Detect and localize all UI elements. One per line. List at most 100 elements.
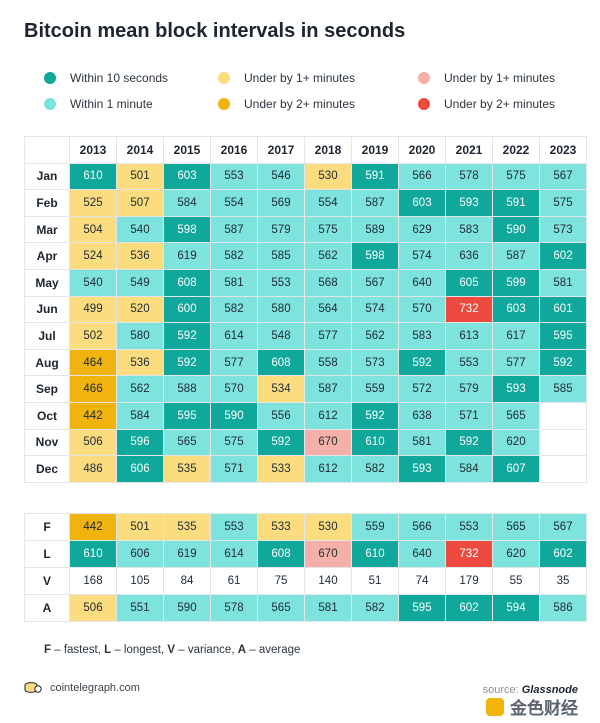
value-cell: 582 [210, 242, 258, 270]
value-cell: 612 [304, 401, 352, 430]
source: source: Glassnode [483, 684, 578, 696]
value-cell: 614 [210, 539, 258, 568]
value-cell: 577 [304, 322, 352, 350]
year-header: 2019 [351, 136, 399, 164]
watermark-text: 金色财经 [510, 699, 578, 718]
footnote-key: L [104, 644, 112, 656]
table-row: Jan 610 501 603 553 546 530 591 566 578 575 567 [24, 162, 587, 191]
monthly-table: 2013 2014 2015 2016 2017 2018 2019 2020 2021 2022… [24, 136, 587, 483]
value-cell: 588 [163, 375, 211, 403]
value-cell: 582 [351, 455, 399, 483]
table-row: F 442 501 535 553 533 530 559 566 553 565 567 [24, 513, 587, 541]
value-cell: 593 [398, 455, 446, 483]
legend-dot [44, 72, 56, 84]
value-cell: 74 [398, 566, 446, 595]
table-row: Aug 464 536 592 577 608 558 573 592 553 577 592 [24, 348, 587, 377]
value-cell: 548 [257, 322, 305, 350]
row-header: Dec [24, 455, 70, 483]
row-header: Feb [24, 189, 70, 217]
value-cell: 553 [210, 513, 258, 541]
value-cell: 607 [492, 455, 540, 483]
table-row: Feb 525 507 584 554 569 554 587 603 593 591 575 [24, 189, 587, 217]
value-cell: 620 [492, 428, 540, 457]
row-header: Sep [24, 375, 70, 403]
value-cell: 587 [210, 215, 258, 244]
value-cell: 591 [492, 189, 540, 217]
footnote-text: – average [246, 644, 301, 656]
value-cell: 575 [210, 428, 258, 457]
row-header: Jan [24, 162, 70, 191]
legend-dot [218, 72, 230, 84]
value-cell: 606 [116, 455, 164, 483]
legend-label: Under by 2+ minutes [244, 97, 356, 111]
footnote-key: A [237, 644, 247, 656]
value-cell: 732 [445, 539, 493, 568]
value-cell: 592 [163, 322, 211, 350]
legend-label: Within 1 minute [70, 97, 153, 111]
legend-item: Under by 1+ minutes [218, 71, 355, 85]
legend-label: Under by 1+ minutes [444, 71, 556, 85]
value-cell: 534 [257, 375, 305, 403]
value-cell: 595 [398, 593, 446, 622]
value-cell: 595 [539, 322, 587, 350]
value-cell: 105 [116, 566, 164, 595]
value-cell: 533 [257, 455, 305, 483]
row-header: V [24, 566, 70, 595]
value-cell: 577 [492, 348, 540, 377]
value-cell: 592 [398, 348, 446, 377]
year-header: 2023 [539, 136, 587, 164]
value-cell: 464 [69, 348, 117, 377]
table-row: Dec 486 606 535 571 533 612 582 593 584 607 [24, 455, 587, 483]
value-cell: 581 [539, 268, 587, 297]
value-cell: 506 [69, 428, 117, 457]
value-cell: 581 [398, 428, 446, 457]
value-cell: 590 [210, 401, 258, 430]
value-cell: 442 [69, 513, 117, 541]
value-cell: 581 [304, 593, 352, 622]
value-cell [539, 455, 587, 483]
value-cell: 551 [116, 593, 164, 622]
value-cell: 569 [257, 189, 305, 217]
value-cell: 636 [445, 242, 493, 270]
value-cell: 590 [163, 593, 211, 622]
table-row: Nov 506 596 565 575 592 670 610 581 592 620 [24, 428, 587, 457]
value-cell: 592 [539, 348, 587, 377]
year-header: 2016 [210, 136, 258, 164]
value-cell: 640 [398, 268, 446, 297]
value-cell: 502 [69, 322, 117, 350]
chart-title: Bitcoin mean block intervals in seconds [24, 20, 406, 42]
value-cell: 670 [304, 539, 352, 568]
value-cell: 595 [163, 401, 211, 430]
year-header: 2017 [257, 136, 305, 164]
value-cell: 51 [351, 566, 399, 595]
row-header: Apr [24, 242, 70, 270]
value-cell: 603 [492, 295, 540, 324]
value-cell: 592 [163, 348, 211, 377]
value-cell: 530 [304, 162, 352, 191]
legend-item: Within 10 seconds [44, 71, 168, 85]
brand[interactable]: cointelegraph.com [24, 681, 140, 695]
legend-item: Under by 1+ minutes [418, 71, 555, 85]
value-cell: 602 [539, 539, 587, 568]
value-cell: 61 [210, 566, 258, 595]
value-cell: 549 [116, 268, 164, 297]
footnote: F – fastest, L – longest, V – variance, … [44, 644, 300, 656]
value-cell: 520 [116, 295, 164, 324]
value-cell: 582 [210, 295, 258, 324]
legend: Within 10 seconds Within 1 minute Under … [0, 0, 600, 120]
value-cell: 568 [304, 268, 352, 297]
value-cell: 535 [163, 513, 211, 541]
value-cell: 565 [257, 593, 305, 622]
value-cell: 579 [257, 215, 305, 244]
legend-dot [418, 98, 430, 110]
value-cell: 578 [445, 162, 493, 191]
value-cell: 638 [398, 401, 446, 430]
table-row: Mar 504 540 598 587 579 575 589 629 583 590 573 [24, 215, 587, 244]
value-cell: 589 [351, 215, 399, 244]
value-cell: 575 [539, 189, 587, 217]
watermark-logo-icon [486, 697, 504, 716]
value-cell: 536 [116, 348, 164, 377]
value-cell: 506 [69, 593, 117, 622]
value-cell: 583 [398, 322, 446, 350]
value-cell: 507 [116, 189, 164, 217]
